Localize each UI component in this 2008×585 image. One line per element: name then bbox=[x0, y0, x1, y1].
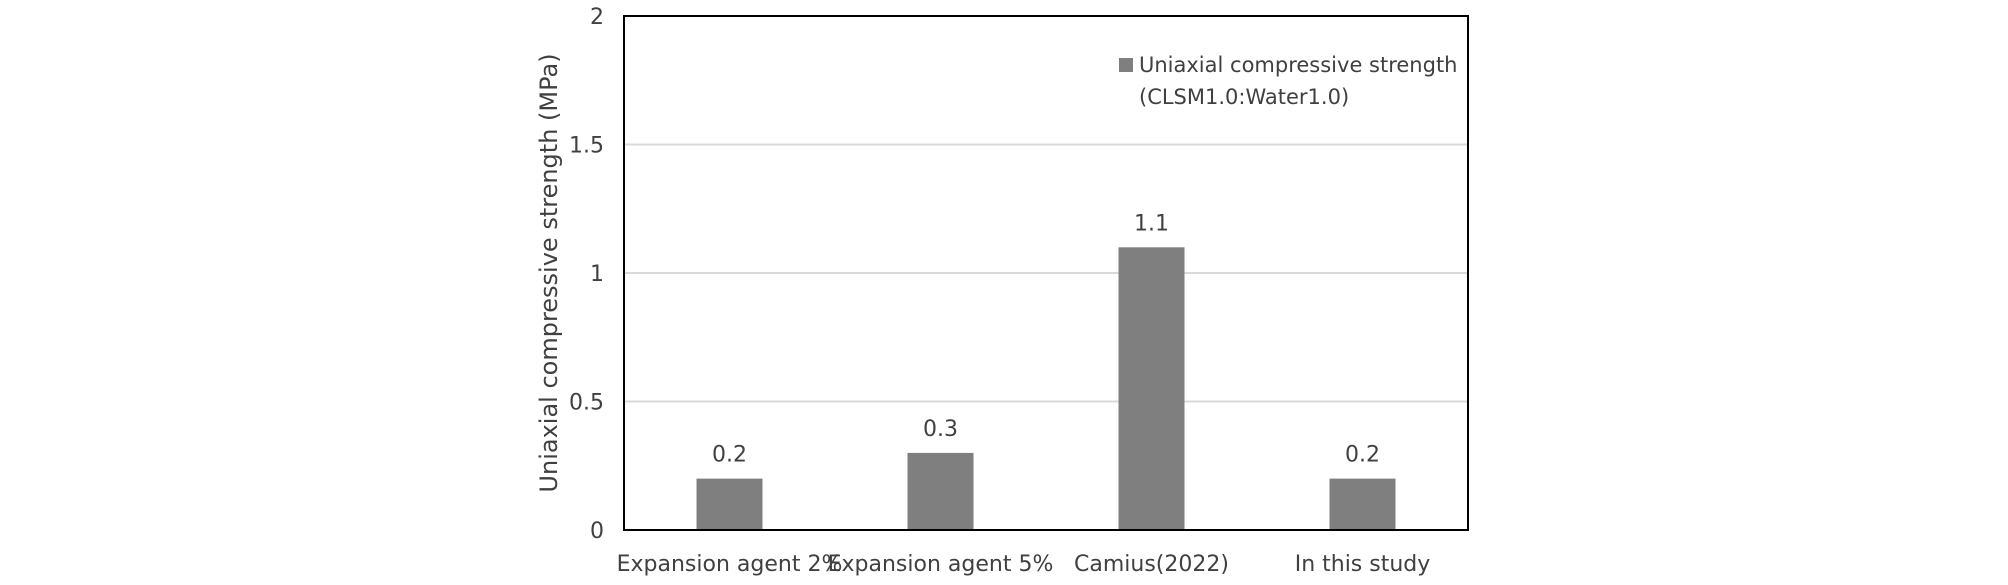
x-axis-labels: Expansion agent 2%Expansion agent 5% Cami… bbox=[617, 552, 1431, 577]
data-label: 0.2 bbox=[712, 443, 747, 468]
data-labels: 0.2 0.3 1.1 0.2 bbox=[712, 211, 1380, 467]
bar bbox=[1118, 247, 1185, 531]
bars bbox=[696, 247, 1396, 531]
y-tick-label: 1 bbox=[590, 262, 604, 287]
plot-frame bbox=[623, 15, 1469, 531]
legend-label-line-1: Uniaxial compressive strength bbox=[1139, 53, 1458, 77]
x-category-label: Expansion agent 5% bbox=[828, 552, 1054, 577]
y-axis-ticks: 0 0.5 1 1.5 2 bbox=[569, 5, 604, 544]
bar bbox=[907, 452, 974, 530]
x-category-label: Camius(2022) bbox=[1074, 552, 1229, 577]
legend-label-line-2: (CLSM1.0:Water1.0) bbox=[1139, 85, 1349, 109]
y-axis-title: Uniaxial compressive strength (MPa) bbox=[535, 53, 563, 492]
x-category-label: In this study bbox=[1295, 552, 1431, 577]
legend-swatch bbox=[1119, 58, 1133, 72]
data-label: 1.1 bbox=[1134, 211, 1169, 236]
data-label: 0.3 bbox=[923, 417, 958, 442]
legend: Uniaxial compressive strength (CLSM1.0:W… bbox=[1119, 53, 1458, 109]
data-label: 0.2 bbox=[1345, 443, 1380, 468]
y-tick-label: 0.5 bbox=[569, 391, 604, 416]
y-tick-label: 2 bbox=[590, 5, 604, 30]
y-tick-label: 0 bbox=[590, 519, 604, 544]
bar bbox=[1329, 478, 1396, 530]
x-category-label: Expansion agent 2% bbox=[617, 552, 843, 577]
bar bbox=[696, 478, 763, 530]
gridlines bbox=[624, 143, 1468, 403]
y-tick-label: 1.5 bbox=[569, 134, 604, 159]
